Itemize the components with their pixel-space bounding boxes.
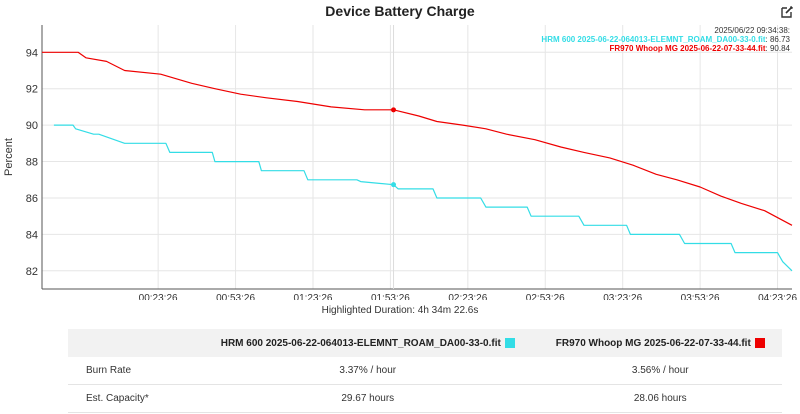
y-tick-label: 82	[26, 266, 38, 278]
readout-fr970-name: FR970 Whoop MG 2025-06-22-07-33-44.fit	[609, 44, 766, 53]
highlight-point-fr970	[391, 107, 397, 113]
fr970-swatch	[754, 337, 765, 348]
y-tick-label: 88	[26, 157, 38, 169]
x-tick-label: 00:53:26	[216, 293, 255, 300]
stats-cell: 3.37% / hour	[197, 357, 539, 385]
readout-fr970-value: 90.84	[769, 44, 790, 53]
stats-header-row: HRM 600 2025-06-22-064013-ELEMNT_ROAM_DA…	[68, 329, 782, 357]
series-line-hrm	[53, 124, 793, 272]
stats-row-est-capacity: Est. Capacity* 29.67 hours 28.06 hours	[68, 384, 782, 413]
stats-header-fr970: FR970 Whoop MG 2025-06-22-07-33-44.fit	[538, 329, 782, 357]
y-tick-label: 86	[26, 193, 38, 205]
series-line-fr970	[42, 51, 793, 226]
stats-table: HRM 600 2025-06-22-064013-ELEMNT_ROAM_DA…	[68, 329, 782, 413]
x-tick-label: 04:23:26	[758, 293, 797, 300]
readout-fr970: FR970 Whoop MG 2025-06-22-07-33-44.fit: …	[609, 44, 790, 53]
y-tick-label: 90	[26, 120, 38, 132]
y-tick-label: 94	[26, 47, 38, 59]
stats-cell: 29.67 hours	[197, 384, 539, 413]
stats-cell: 3.56% / hour	[538, 357, 782, 385]
stats-cell: 28.06 hours	[538, 384, 782, 413]
x-tick-label: 03:53:26	[681, 293, 720, 300]
stats-header-fr970-label: FR970 Whoop MG 2025-06-22-07-33-44.fit	[555, 337, 751, 349]
readout-hrm: HRM 600 2025-06-22-064013-ELEMNT_ROAM_DA…	[541, 35, 790, 44]
readout-hrm-name: HRM 600 2025-06-22-064013-ELEMNT_ROAM_DA…	[541, 35, 766, 44]
y-axis-label: Percent	[3, 138, 15, 176]
x-tick-label: 01:53:26	[371, 293, 410, 300]
stats-header-hrm: HRM 600 2025-06-22-064013-ELEMNT_ROAM_DA…	[197, 329, 539, 357]
highlight-point-hrm	[391, 182, 397, 188]
x-tick-label: 00:23:26	[139, 293, 178, 300]
hrm-swatch	[504, 337, 515, 348]
readout-hrm-value: 86.73	[769, 35, 790, 44]
edit-icon[interactable]	[780, 5, 794, 19]
stats-header-empty	[68, 329, 197, 357]
y-tick-label: 92	[26, 84, 38, 96]
battery-chart[interactable]: 82 84 86 88 90 92 94 00:23:26 00:53:26 01:23:26 01…	[0, 0, 800, 300]
stats-row-burn-rate: Burn Rate 3.37% / hour 3.56% / hour	[68, 357, 782, 385]
highlighted-duration: Highlighted Duration: 4h 34m 22.6s	[321, 305, 479, 316]
x-tick-label: 03:23:26	[603, 293, 642, 300]
y-tick-label: 84	[26, 229, 38, 241]
x-tick-label: 01:23:26	[294, 293, 333, 300]
chart-title: Device Battery Charge	[325, 3, 475, 19]
cursor-readout: 2025/06/22 09:34:38: HRM 600 2025-06-22-…	[541, 26, 790, 53]
stats-row-label: Est. Capacity*	[68, 384, 197, 413]
x-tick-label: 02:53:26	[526, 293, 565, 300]
stats-header-hrm-label: HRM 600 2025-06-22-064013-ELEMNT_ROAM_DA…	[220, 337, 501, 349]
readout-timestamp: 2025/06/22 09:34:38:	[714, 26, 790, 35]
stats-row-label: Burn Rate	[68, 357, 197, 385]
x-tick-label: 02:23:26	[448, 293, 487, 300]
